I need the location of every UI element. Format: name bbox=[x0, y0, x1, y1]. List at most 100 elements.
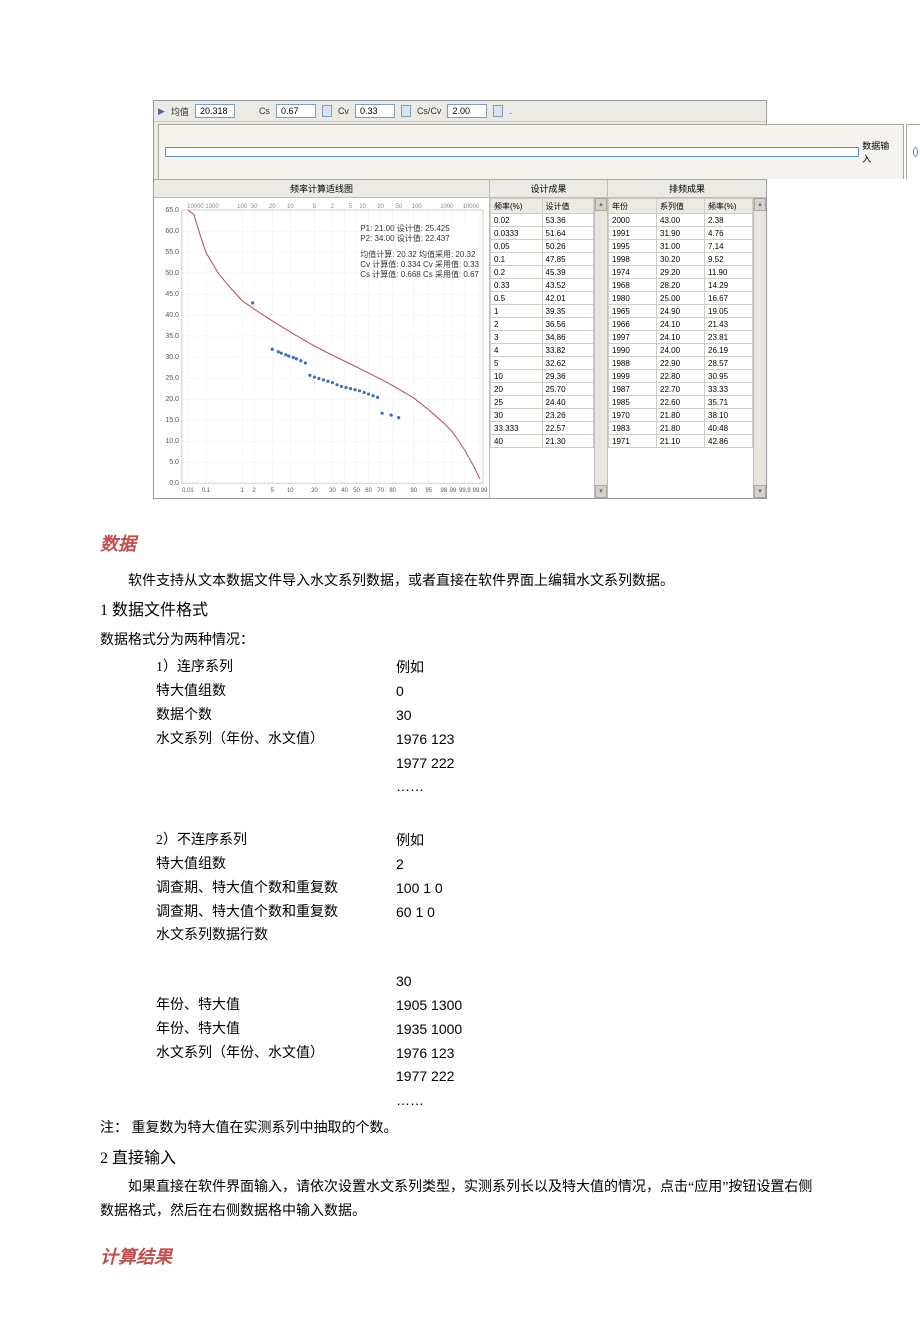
format-row: 30 bbox=[156, 970, 820, 994]
toolbar: ▶ 均值 20.318 Cs 0.67 Cv 0.33 Cs/Cv 2.00 . bbox=[154, 101, 766, 122]
svg-text:5: 5 bbox=[349, 204, 353, 210]
svg-text:65.0: 65.0 bbox=[165, 207, 179, 214]
svg-text:2: 2 bbox=[331, 204, 335, 210]
cscv-spinner[interactable] bbox=[493, 105, 503, 117]
svg-text:80: 80 bbox=[389, 488, 396, 494]
format-row: 1977 222 bbox=[156, 752, 820, 776]
main-panels: 频率计算适线图 0.05.010.015.020.025.030.035.040… bbox=[154, 179, 766, 498]
note-text: 注： 重复数为特大值在实测系列中抽取的个数。 bbox=[100, 1117, 820, 1141]
tab-data-input[interactable]: 数据输入 bbox=[158, 124, 904, 179]
svg-text:50: 50 bbox=[251, 204, 258, 210]
chart-area: 0.05.010.015.020.025.030.035.040.045.050… bbox=[154, 198, 489, 498]
svg-text:10: 10 bbox=[359, 204, 366, 210]
svg-text:0.1: 0.1 bbox=[202, 488, 211, 494]
cs-input[interactable]: 0.67 bbox=[276, 104, 316, 118]
scroll-down-icon[interactable]: ▾ bbox=[754, 485, 766, 498]
svg-text:5: 5 bbox=[313, 204, 317, 210]
svg-text:100: 100 bbox=[237, 204, 248, 210]
design-table: 频率(%)设计值0.0253.360.033351.640.0550.260.1… bbox=[490, 198, 594, 448]
svg-text:40.0: 40.0 bbox=[165, 312, 179, 319]
format-row: 1977 222 bbox=[156, 1065, 820, 1089]
document-body: 数据 软件支持从文本数据文件导入水文系列数据，或者直接在软件界面上编辑水文系列数… bbox=[100, 529, 820, 1272]
info-l5: Cs 计算值: 0.668 Cs 采用值: 0.67 bbox=[360, 270, 479, 280]
info-l2: P2: 34.00 设计值: 22.437 bbox=[360, 234, 479, 244]
cs-label: Cs bbox=[259, 106, 270, 116]
svg-text:5: 5 bbox=[271, 488, 275, 494]
cv-input[interactable]: 0.33 bbox=[355, 104, 395, 118]
svg-text:90: 90 bbox=[410, 488, 417, 494]
svg-text:10: 10 bbox=[287, 204, 294, 210]
svg-text:0.01: 0.01 bbox=[182, 488, 194, 494]
cv-spinner[interactable] bbox=[401, 105, 411, 117]
tab-freq-curve[interactable]: 频率曲线 bbox=[906, 124, 920, 179]
direct-input-text: 如果直接在软件界面输入，请依次设置水文系列类型，实测系列长以及特大值的情况，点击… bbox=[100, 1176, 820, 1224]
design-scrollbar[interactable]: ▴ ▾ bbox=[594, 198, 607, 498]
svg-text:10: 10 bbox=[287, 488, 294, 494]
scroll-down-icon[interactable]: ▾ bbox=[595, 485, 607, 498]
section-result-title: 计算结果 bbox=[100, 1242, 820, 1273]
svg-text:10000: 10000 bbox=[187, 204, 204, 210]
svg-text:99.99: 99.99 bbox=[473, 488, 489, 494]
rank-title: 排频成果 bbox=[608, 180, 766, 198]
cscv-input[interactable]: 2.00 bbox=[447, 104, 487, 118]
format-row: 调查期、特大值个数和重复数100 1 0 bbox=[156, 877, 820, 901]
info-l1: P1: 21.00 设计值: 25.425 bbox=[360, 224, 479, 234]
svg-text:1000: 1000 bbox=[205, 204, 219, 210]
format-row: 特大值组数2 bbox=[156, 853, 820, 877]
chart-panel: 频率计算适线图 0.05.010.015.020.025.030.035.040… bbox=[154, 180, 490, 498]
format-row: 水文系列数据行数 bbox=[156, 924, 820, 948]
chart-title: 频率计算适线图 bbox=[154, 180, 489, 198]
svg-text:50: 50 bbox=[353, 488, 360, 494]
play-icon[interactable]: ▶ bbox=[158, 106, 165, 117]
mean-input[interactable]: 20.318 bbox=[195, 104, 235, 118]
svg-text:40: 40 bbox=[341, 488, 348, 494]
svg-text:2: 2 bbox=[253, 488, 257, 494]
svg-text:60: 60 bbox=[365, 488, 372, 494]
svg-text:10000: 10000 bbox=[463, 204, 480, 210]
svg-text:20.0: 20.0 bbox=[165, 396, 179, 403]
design-results-panel: 设计成果 频率(%)设计值0.0253.360.033351.640.0550.… bbox=[490, 180, 608, 498]
design-title: 设计成果 bbox=[490, 180, 607, 198]
chart-info-box: P1: 21.00 设计值: 25.425 P2: 34.00 设计值: 22.… bbox=[360, 224, 479, 280]
svg-text:1000: 1000 bbox=[440, 204, 454, 210]
svg-text:70: 70 bbox=[377, 488, 384, 494]
svg-text:45.0: 45.0 bbox=[165, 291, 179, 298]
svg-text:20: 20 bbox=[311, 488, 318, 494]
scroll-up-icon[interactable]: ▴ bbox=[754, 198, 766, 211]
scroll-up-icon[interactable]: ▴ bbox=[595, 198, 607, 211]
rank-scrollbar[interactable]: ▴ ▾ bbox=[753, 198, 766, 498]
svg-text:98: 98 bbox=[441, 488, 448, 494]
doc-icon bbox=[165, 147, 859, 157]
svg-text:15.0: 15.0 bbox=[165, 417, 179, 424]
format-row: 调查期、特大值个数和重复数60 1 0 bbox=[156, 901, 820, 925]
info-l3: 均值计算: 20.32 均值采用: 20.32 bbox=[360, 250, 479, 260]
svg-text:50.0: 50.0 bbox=[165, 270, 179, 277]
svg-text:10.0: 10.0 bbox=[165, 438, 179, 445]
app-screenshot: ▶ 均值 20.318 Cs 0.67 Cv 0.33 Cs/Cv 2.00 .… bbox=[153, 100, 767, 499]
cscv-label: Cs/Cv bbox=[417, 106, 442, 116]
svg-text:30: 30 bbox=[329, 488, 336, 494]
svg-text:95: 95 bbox=[425, 488, 432, 494]
tab-bar: 数据输入 频率曲线 Excel报表 bbox=[154, 122, 766, 179]
format-row: 水文系列（年份、水文值）1976 123 bbox=[156, 728, 820, 752]
svg-text:30.0: 30.0 bbox=[165, 354, 179, 361]
rank-table: 年份系列值频率(%)200043.002.38199131.904.761995… bbox=[608, 198, 753, 448]
format-row: 年份、特大值1905 1300 bbox=[156, 994, 820, 1018]
intro-text: 软件支持从文本数据文件导入水文系列数据，或者直接在软件界面上编辑水文系列数据。 bbox=[100, 570, 820, 594]
cs-spinner[interactable] bbox=[322, 105, 332, 117]
heading-file-format: 1 数据文件格式 bbox=[100, 597, 820, 624]
svg-text:55.0: 55.0 bbox=[165, 249, 179, 256]
rank-results-panel: 排频成果 年份系列值频率(%)200043.002.38199131.904.7… bbox=[608, 180, 766, 498]
toolbar-trail: . bbox=[509, 106, 512, 116]
format-row: …… bbox=[156, 1089, 820, 1113]
format-row: 2）不连序系列例如 bbox=[156, 829, 820, 853]
svg-text:0.0: 0.0 bbox=[169, 480, 179, 487]
format-row: 特大值组数0 bbox=[156, 680, 820, 704]
svg-text:99.9: 99.9 bbox=[459, 488, 471, 494]
tab-data-input-label: 数据输入 bbox=[862, 139, 897, 165]
svg-text:1: 1 bbox=[240, 488, 244, 494]
format-row: 年份、特大值1935 1000 bbox=[156, 1018, 820, 1042]
svg-text:20: 20 bbox=[377, 204, 384, 210]
section-data-title: 数据 bbox=[100, 529, 820, 560]
format-row: 1）连序系列例如 bbox=[156, 656, 820, 680]
